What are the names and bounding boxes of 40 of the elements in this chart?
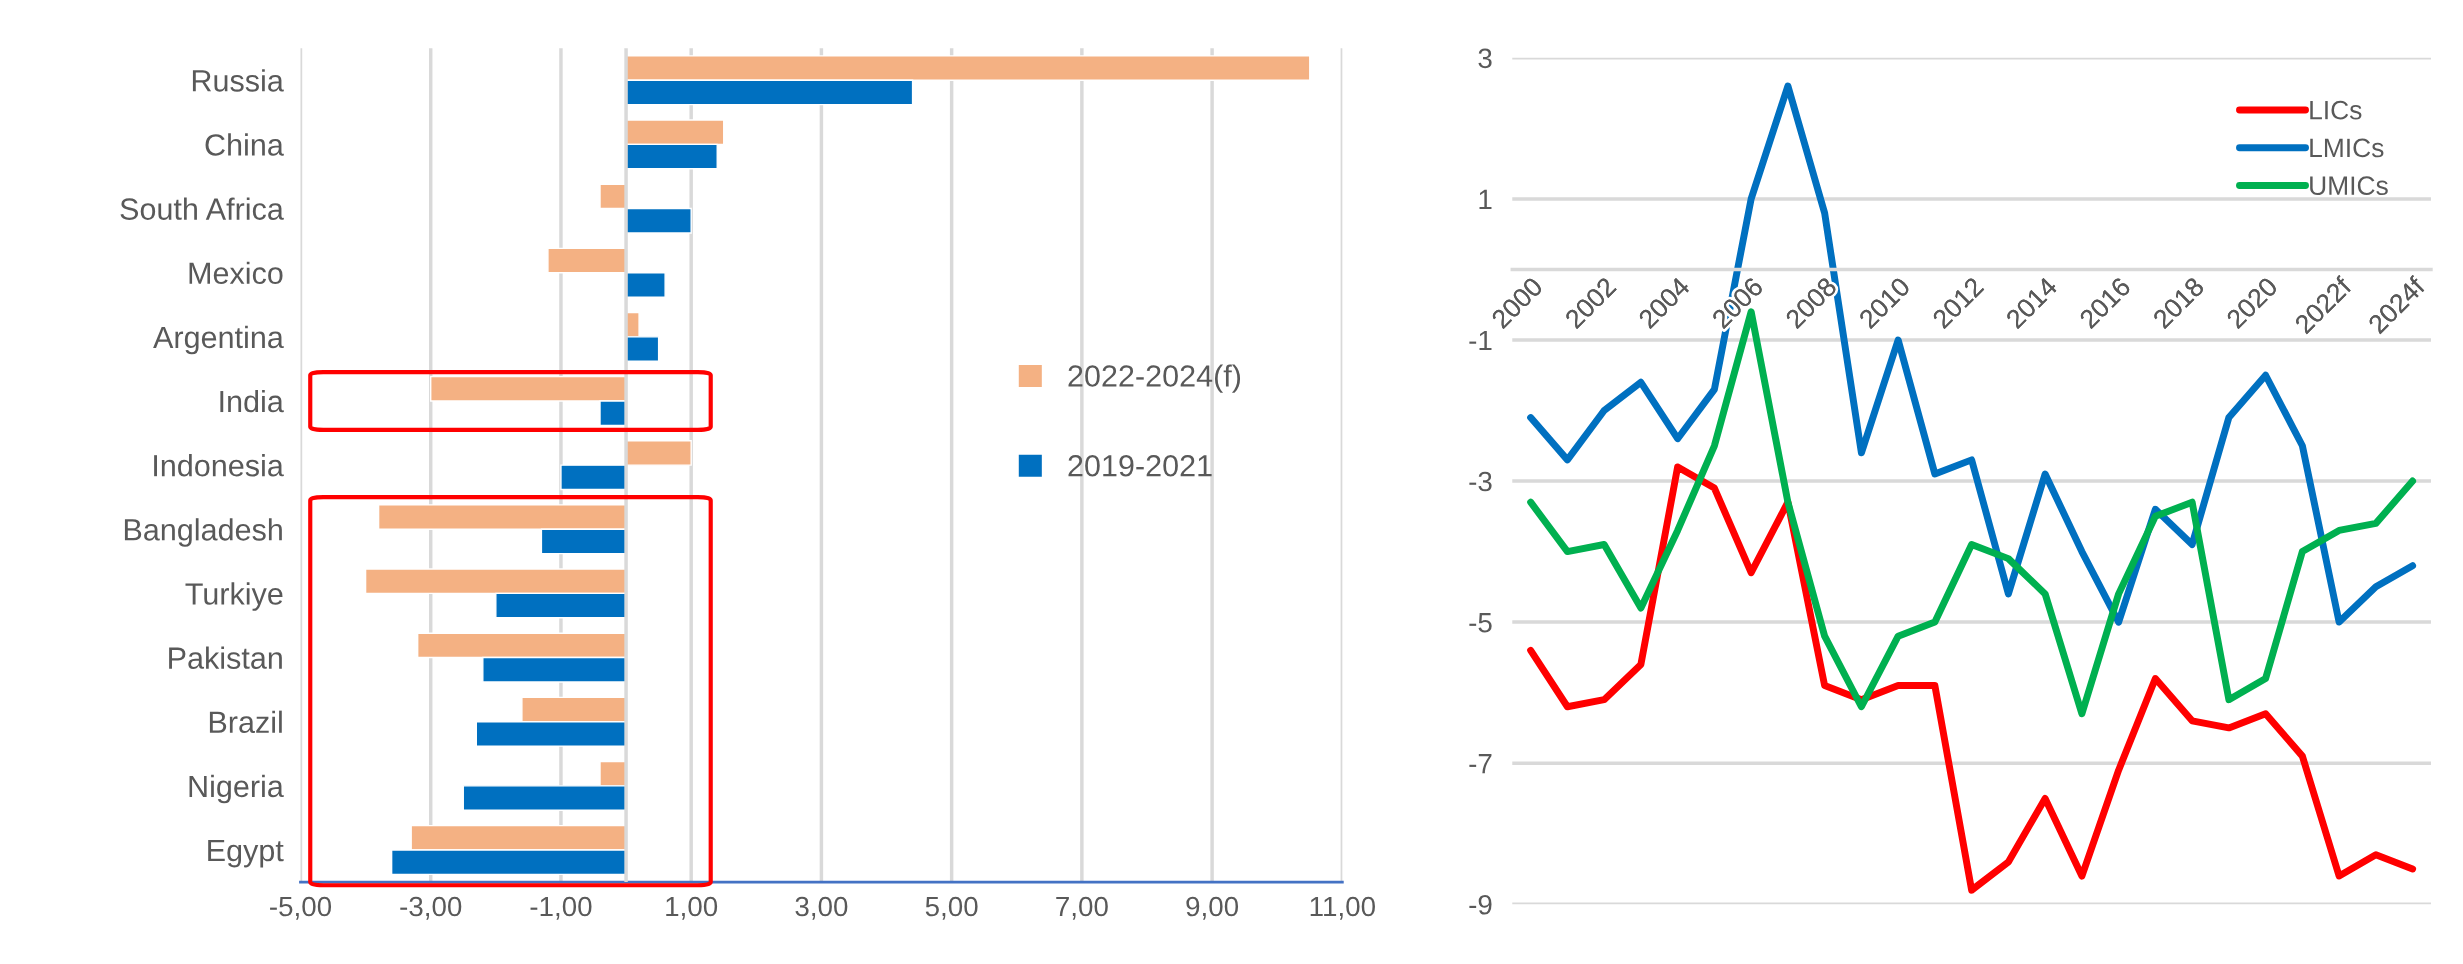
y-tick-label: Egypt <box>208 840 284 868</box>
y-tick-label: Pakistan <box>169 646 282 669</box>
x-tick-label: -5,00 <box>270 896 332 920</box>
x-tick-label: 1,00 <box>666 896 718 920</box>
y-tick-label: Indonesia <box>154 454 284 477</box>
y-tick-label: -1 <box>1469 330 1492 351</box>
legend-label: 2022-2024(f) <box>1068 364 1241 393</box>
y-tick-label: Bangladesh <box>124 518 282 547</box>
bar <box>599 183 627 210</box>
y-tick-label: Argentina <box>153 325 284 355</box>
legend-label: LMICs <box>2310 138 2384 158</box>
bar <box>625 272 666 298</box>
x-tick-label: 3,00 <box>795 896 848 920</box>
y-tick-label: Mexico <box>189 261 283 285</box>
y-tick-label: -3 <box>1469 471 1492 492</box>
bar <box>625 440 692 466</box>
y-tick-label: India <box>220 389 284 413</box>
y-tick-label: Nigeria <box>189 774 284 804</box>
y-tick-label: China <box>205 133 284 156</box>
x-tick-label: 11,00 <box>1310 896 1375 920</box>
y-tick-label: -9 <box>1469 894 1492 915</box>
bar <box>560 464 627 491</box>
legend-label: 2019-2021 <box>1068 454 1212 477</box>
x-tick-label: -1,00 <box>530 896 592 920</box>
y-tick-label: Brazil <box>209 710 282 734</box>
y-tick-label: Turkiye <box>185 582 283 611</box>
bar <box>547 247 627 274</box>
y-tick-label: -7 <box>1469 754 1492 774</box>
x-tick-label: -3,00 <box>400 896 462 920</box>
y-tick-label: Russia <box>192 69 284 92</box>
x-tick-label: 5,00 <box>925 896 978 920</box>
y-tick-label: 1 <box>1479 189 1492 209</box>
y-tick-label: -5 <box>1469 613 1492 633</box>
bar <box>625 207 692 234</box>
x-tick-label: 7,00 <box>1056 896 1108 920</box>
y-tick-label: 3 <box>1478 48 1492 69</box>
y-tick-label: South Africa <box>120 197 284 220</box>
x-tick-label: 9,00 <box>1186 896 1239 920</box>
legend-label: LICs <box>2310 100 2362 120</box>
legend-label: UMICs <box>2310 176 2388 196</box>
